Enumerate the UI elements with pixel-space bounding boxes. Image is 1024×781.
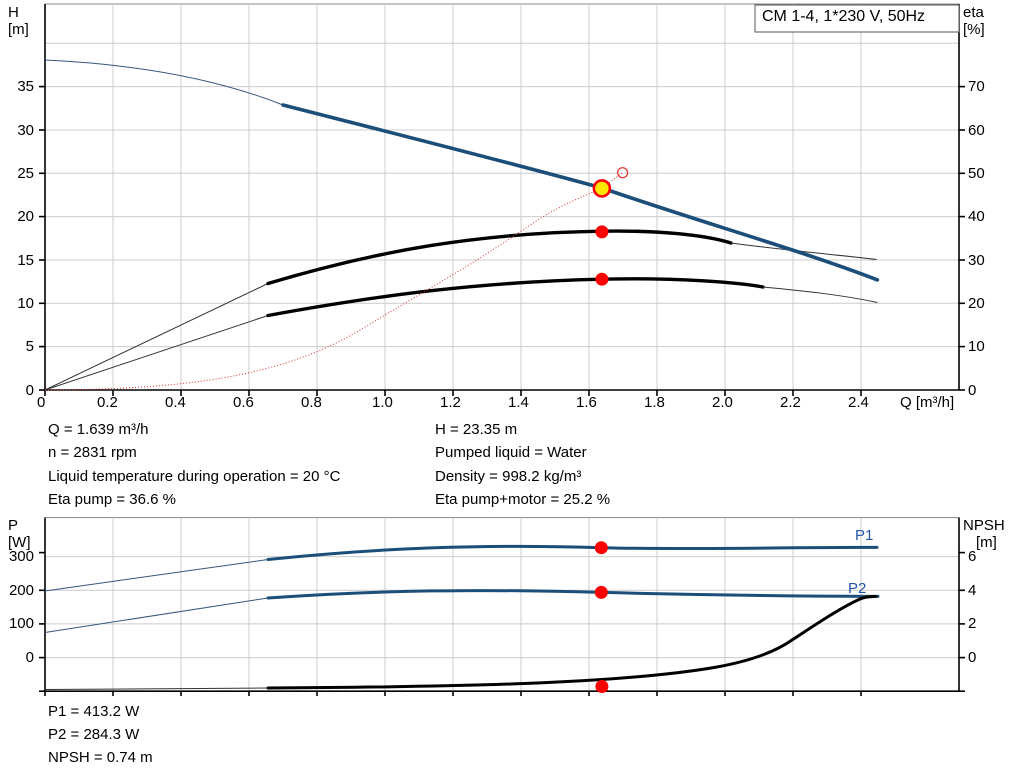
svg-text:P1: P1 [855,527,873,544]
svg-text:P2: P2 [848,580,866,597]
